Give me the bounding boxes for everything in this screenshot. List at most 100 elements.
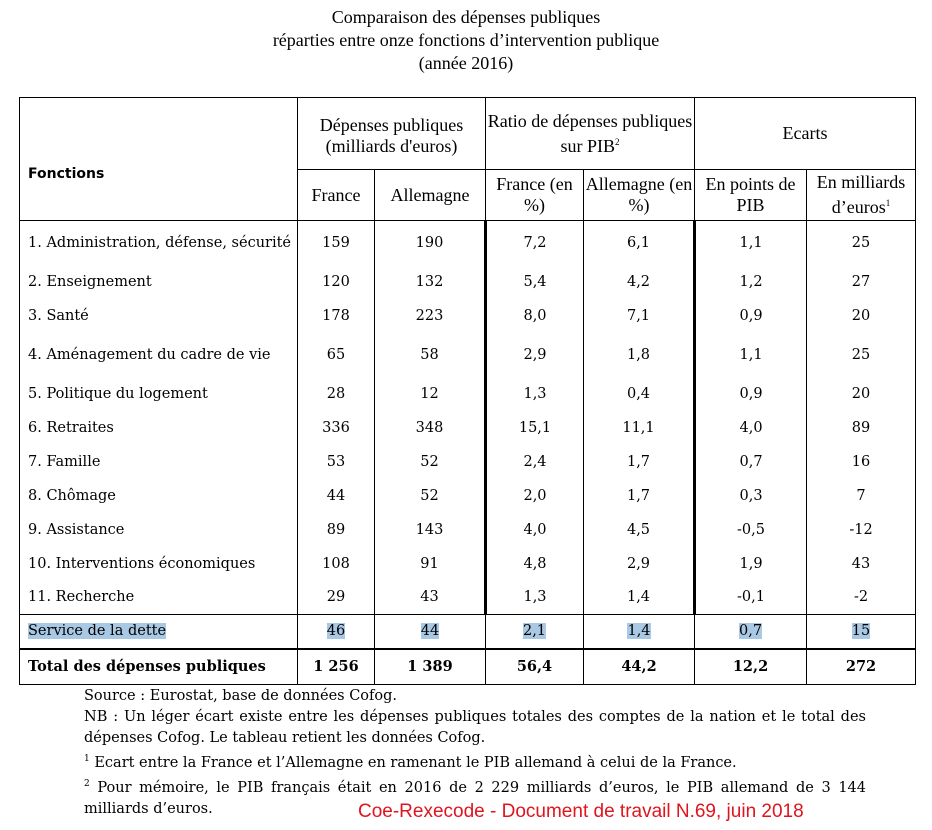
row-label: 2. Enseignement bbox=[19, 264, 298, 299]
cell-pts: 0,7 bbox=[693, 444, 807, 479]
cell-fr-pct: 15,1 bbox=[484, 410, 584, 445]
cell-pts: 0,9 bbox=[693, 298, 807, 333]
cell-de: 12 bbox=[374, 376, 486, 411]
cell-de-pct: 7,1 bbox=[582, 298, 695, 333]
debt-row-fr-pct: 2,1 bbox=[485, 614, 584, 649]
cell-de: 43 bbox=[374, 580, 486, 615]
header-allemagne-pct: Allemagne (en %) bbox=[582, 169, 696, 221]
cell-fr-pct: 7,2 bbox=[484, 220, 584, 265]
cell-de-pct: 1,4 bbox=[582, 580, 695, 615]
cell-de-pct: 1,7 bbox=[582, 444, 695, 479]
cell-pts: -0,1 bbox=[693, 580, 807, 615]
cell-mds: 27 bbox=[806, 264, 917, 299]
row-label: 8. Chômage bbox=[19, 478, 298, 513]
row-label: 4. Aménagement du cadre de vie bbox=[19, 332, 298, 377]
title-line-2: réparties entre onze fonctions d’interve… bbox=[272, 30, 660, 50]
cell-mds: -12 bbox=[806, 512, 917, 547]
cell-fr: 159 bbox=[297, 220, 375, 265]
header-france: France bbox=[297, 169, 375, 221]
cell-de-pct: 4,2 bbox=[582, 264, 695, 299]
cell-fr-pct: 4,8 bbox=[484, 546, 584, 581]
cell-de-pct: 4,5 bbox=[582, 512, 695, 547]
cell-fr-pct: 5,4 bbox=[484, 264, 584, 299]
cell-de-pct: 0,4 bbox=[582, 376, 695, 411]
cell-fr-pct: 8,0 bbox=[484, 298, 584, 333]
table-row: 3. Santé 178 223 8,0 7,1 0,9 20 bbox=[19, 298, 917, 333]
header-en-points: En points de PIB bbox=[694, 169, 808, 221]
table-row: 5. Politique du logement 28 12 1,3 0,4 0,9 20 bbox=[19, 376, 917, 411]
cell-fr: 178 bbox=[297, 298, 375, 333]
table-row: 11. Recherche 29 43 1,3 1,4 -0,1 -2 bbox=[19, 580, 917, 615]
cell-fr-pct: 1,3 bbox=[484, 376, 584, 411]
header-depenses-publiques: Dépenses publiques (milliards d'euros) bbox=[297, 97, 486, 170]
row-label: 1. Administration, défense, sécurité bbox=[19, 220, 298, 265]
cell-mds: 7 bbox=[806, 478, 917, 513]
cell-fr: 29 bbox=[297, 580, 375, 615]
total-row-fr-pct: 56,4 bbox=[485, 647, 584, 685]
cell-fr-pct: 4,0 bbox=[484, 512, 584, 547]
cell-de-pct: 11,1 bbox=[582, 410, 695, 445]
total-row-label: Total des dépenses publiques bbox=[19, 647, 298, 685]
header-france-pct: France (en %) bbox=[485, 169, 584, 221]
comparison-table: Fonctions Dépenses publiques (milliards … bbox=[19, 97, 917, 685]
table-row: 10. Interventions économiques 108 91 4,8 2,9… bbox=[19, 546, 917, 581]
note-2: 2 Pour mémoire, le PIB français était en… bbox=[84, 778, 866, 817]
note-source: Source : Eurostat, base de données Cofog… bbox=[84, 688, 398, 704]
table-row: 7. Famille 53 52 2,4 1,7 0,7 16 bbox=[19, 444, 917, 479]
debt-row-label: Service de la dette bbox=[19, 614, 298, 649]
header-ratio-pib: Ratio de dépenses publiques sur PIB2 bbox=[484, 97, 696, 170]
cell-fr: 65 bbox=[297, 332, 375, 377]
cell-pts: 0,9 bbox=[693, 376, 807, 411]
header-allemagne: Allemagne bbox=[374, 169, 486, 221]
cell-pts: -0,5 bbox=[693, 512, 807, 547]
cell-de: 190 bbox=[374, 220, 486, 265]
total-row-mds: 272 bbox=[806, 647, 917, 685]
cell-fr: 120 bbox=[297, 264, 375, 299]
cell-mds: 25 bbox=[806, 332, 917, 377]
cell-mds: 20 bbox=[806, 298, 917, 333]
table-row: 8. Chômage 44 52 2,0 1,7 0,3 7 bbox=[19, 478, 917, 513]
debt-row-de-pct: 1,4 bbox=[582, 614, 696, 649]
row-label: 10. Interventions économiques bbox=[19, 546, 298, 581]
cell-mds: 25 bbox=[806, 220, 917, 265]
cell-fr: 53 bbox=[297, 444, 375, 479]
cell-de: 52 bbox=[374, 444, 486, 479]
cell-de: 143 bbox=[374, 512, 486, 547]
cell-de-pct: 2,9 bbox=[582, 546, 695, 581]
title-line-1: Comparaison des dépenses publiques bbox=[331, 7, 601, 27]
credit-line: Coe-Rexecode - Document de travail N.69,… bbox=[358, 801, 804, 822]
cell-fr: 336 bbox=[297, 410, 375, 445]
note-nb: NB : Un léger écart existe entre les dép… bbox=[84, 709, 866, 746]
cell-mds: 16 bbox=[806, 444, 917, 479]
row-label: 9. Assistance bbox=[19, 512, 298, 547]
table-row: 6. Retraites 336 348 15,1 11,1 4,0 89 bbox=[19, 410, 917, 445]
cell-fr: 44 bbox=[297, 478, 375, 513]
row-label: 11. Recherche bbox=[19, 580, 298, 615]
row-label: 5. Politique du logement bbox=[19, 376, 298, 411]
cell-pts: 1,2 bbox=[693, 264, 807, 299]
cell-fr: 108 bbox=[297, 546, 375, 581]
cell-fr-pct: 2,0 bbox=[484, 478, 584, 513]
cell-mds: 89 bbox=[806, 410, 917, 445]
note-1: 1 Ecart entre la France et l’Allemagne e… bbox=[84, 754, 737, 771]
cell-fr: 89 bbox=[297, 512, 375, 547]
debt-row-fr: 46 bbox=[297, 614, 375, 649]
header-fonctions: Fonctions bbox=[19, 97, 298, 221]
cell-de-pct: 1,7 bbox=[582, 478, 695, 513]
cell-fr-pct: 1,3 bbox=[484, 580, 584, 615]
cell-de-pct: 6,1 bbox=[582, 220, 695, 265]
cell-de: 348 bbox=[374, 410, 486, 445]
total-row-pts: 12,2 bbox=[694, 647, 808, 685]
document-title: Comparaison des dépenses publiques répar… bbox=[0, 6, 932, 75]
cell-fr-pct: 2,4 bbox=[484, 444, 584, 479]
row-label: 7. Famille bbox=[19, 444, 298, 479]
cell-mds: 43 bbox=[806, 546, 917, 581]
header-ecarts: Ecarts bbox=[694, 97, 917, 170]
row-label: 3. Santé bbox=[19, 298, 298, 333]
debt-row-pts: 0,7 bbox=[694, 614, 808, 649]
cell-mds: -2 bbox=[806, 580, 917, 615]
row-label: 6. Retraites bbox=[19, 410, 298, 445]
cell-pts: 0,3 bbox=[693, 478, 807, 513]
cell-de: 58 bbox=[374, 332, 486, 377]
total-row-de-pct: 44,2 bbox=[582, 647, 696, 685]
